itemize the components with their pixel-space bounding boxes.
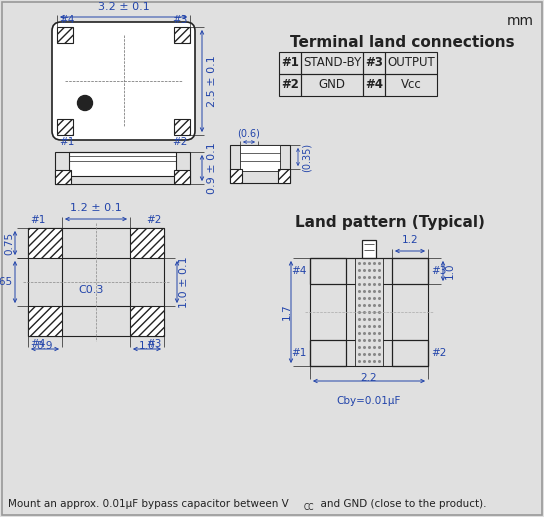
Text: 0.75: 0.75 [4, 232, 14, 254]
Text: #4: #4 [365, 79, 383, 92]
Bar [363, 74, 385, 96]
Bar [28, 306, 62, 336]
Text: #1: #1 [59, 137, 75, 147]
Bar [69, 152, 176, 176]
Text: 3.2 ± 0.1: 3.2 ± 0.1 [97, 2, 150, 12]
Text: C0.3: C0.3 [78, 285, 104, 295]
Bar [174, 119, 190, 135]
Bar [279, 52, 301, 74]
Text: Mount an approx. 0.01μF bypass capacitor between V: Mount an approx. 0.01μF bypass capacitor… [8, 499, 289, 509]
Bar [230, 169, 242, 183]
Text: mm: mm [507, 14, 534, 28]
Bar [385, 52, 437, 74]
Bar [385, 74, 437, 96]
Bar [130, 228, 164, 258]
Bar [57, 27, 73, 43]
Text: Cby=0.01μF: Cby=0.01μF [337, 396, 401, 406]
Bar [130, 306, 164, 336]
Text: #4: #4 [59, 15, 75, 25]
Text: #1: #1 [30, 215, 45, 225]
Bar [310, 340, 346, 366]
Text: #3: #3 [172, 15, 188, 25]
Text: 1.0 ± 0.1: 1.0 ± 0.1 [179, 256, 189, 308]
Bar [301, 74, 363, 96]
Bar [301, 52, 363, 74]
Bar [55, 152, 190, 184]
Text: #4: #4 [292, 266, 307, 276]
Text: STAND-BY: STAND-BY [303, 56, 361, 69]
Text: 0.65: 0.65 [0, 277, 12, 287]
Bar [174, 27, 190, 43]
Text: 1.7: 1.7 [282, 303, 292, 321]
Bar [28, 228, 62, 258]
Text: #2: #2 [281, 79, 299, 92]
Text: (0.35): (0.35) [302, 143, 312, 172]
Text: #3: #3 [431, 266, 447, 276]
Bar [362, 240, 376, 258]
Text: CC: CC [304, 503, 314, 511]
Text: #2: #2 [147, 215, 162, 225]
Bar [278, 169, 290, 183]
FancyBboxPatch shape [52, 22, 195, 140]
Text: 1.2: 1.2 [401, 235, 418, 245]
Text: 2.2: 2.2 [361, 373, 378, 383]
Bar [240, 145, 280, 171]
Text: 1.0: 1.0 [139, 341, 155, 351]
Bar [174, 170, 190, 184]
Bar [392, 258, 428, 284]
Text: and GND (close to the product).: and GND (close to the product). [314, 499, 486, 509]
Text: #2: #2 [172, 137, 188, 147]
Text: (0.6): (0.6) [238, 129, 261, 139]
Text: 0.9: 0.9 [37, 341, 53, 351]
Text: GND: GND [318, 79, 345, 92]
Circle shape [77, 96, 92, 111]
Bar [310, 258, 346, 284]
Text: 2.5 ± 0.1: 2.5 ± 0.1 [207, 55, 217, 107]
Text: #1: #1 [281, 56, 299, 69]
Text: #2: #2 [431, 348, 447, 358]
Text: #3: #3 [147, 339, 162, 349]
Text: 1.0: 1.0 [445, 263, 455, 279]
Text: #3: #3 [365, 56, 383, 69]
Text: #1: #1 [292, 348, 307, 358]
Bar [363, 52, 385, 74]
Text: OUTPUT: OUTPUT [387, 56, 435, 69]
Text: Land pattern (Typical): Land pattern (Typical) [295, 215, 485, 230]
Text: 1.2 ± 0.1: 1.2 ± 0.1 [70, 203, 122, 213]
Bar [57, 119, 73, 135]
Bar [392, 340, 428, 366]
Bar [355, 258, 383, 366]
Bar [55, 170, 71, 184]
Bar [230, 145, 290, 183]
Text: Terminal land connections: Terminal land connections [290, 35, 515, 50]
Text: #4: #4 [30, 339, 45, 349]
Bar [279, 74, 301, 96]
Text: Vcc: Vcc [400, 79, 422, 92]
Text: 0.9 ± 0.1: 0.9 ± 0.1 [207, 142, 217, 194]
